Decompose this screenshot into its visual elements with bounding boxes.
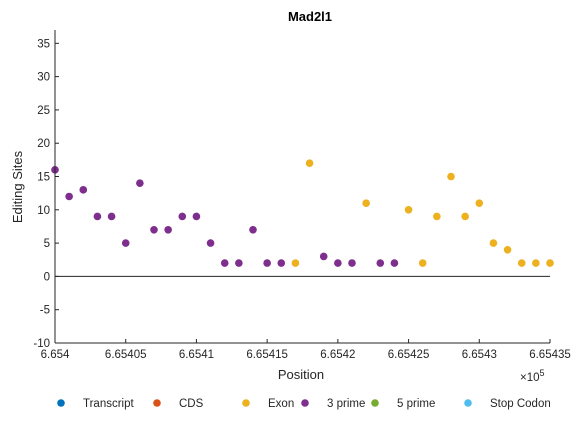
data-point-3-prime <box>121 239 130 247</box>
data-point-3-prime <box>178 212 187 221</box>
y-tick-label: 0 <box>44 271 50 283</box>
y-tick-label: 15 <box>37 172 50 184</box>
legend-marker-transcript <box>57 399 65 407</box>
legend-label-5-prime: 5 prime <box>397 398 435 410</box>
y-ticks: -10 -5 0 5 10 15 20 25 30 35 <box>33 38 59 350</box>
data-point-3-prime <box>263 259 271 267</box>
x-tick-label: 6.6541 <box>179 349 214 361</box>
x-tick-label: 6.654 <box>41 349 70 361</box>
axes <box>54 30 550 344</box>
data-point-exon <box>305 159 314 167</box>
data-point-exon <box>517 259 526 267</box>
y-tick-label: -10 <box>33 338 50 350</box>
data-point-exon <box>433 212 441 221</box>
legend-label-exon: Exon <box>268 398 294 410</box>
data-point-3-prime <box>348 259 356 267</box>
y-tick-label: 25 <box>37 105 50 117</box>
x-tick-label: 6.65425 <box>388 349 430 361</box>
x-tick-label: 6.65405 <box>105 349 147 361</box>
data-point-3-prime <box>319 252 328 261</box>
legend-label-cds: CDS <box>179 398 204 410</box>
legend-marker-cds <box>153 399 161 407</box>
data-point-3-prime <box>93 212 102 221</box>
data-point-exon <box>447 172 455 181</box>
data-point-3-prime <box>249 225 257 234</box>
legend-item-5-prime: 5 prime <box>371 398 435 410</box>
data-point-3-prime <box>334 259 342 267</box>
data-point-3-prime <box>136 179 144 187</box>
x-tick-label: 6.65415 <box>246 349 288 361</box>
data-point-3-prime <box>376 259 385 267</box>
y-axis-label: Editing Sites <box>10 150 25 223</box>
data-markers <box>51 159 554 267</box>
data-point-3-prime <box>220 259 229 267</box>
plot-area: 6.654 6.65405 6.6541 6.65415 6.6542 6.65425 6.… <box>33 30 571 361</box>
x-exponent-label: ×105 <box>520 368 545 384</box>
y-tick-label: 5 <box>44 238 50 250</box>
legend-item-cds: CDS <box>153 398 204 410</box>
y-tick-label: 20 <box>37 138 50 150</box>
data-point-3-prime <box>107 212 116 221</box>
data-point-exon <box>475 199 484 207</box>
legend-marker-5-prime <box>371 399 379 407</box>
legend-marker-exon <box>242 399 250 407</box>
legend-item-transcript: Transcript <box>57 398 134 410</box>
legend-label-3-prime: 3 prime <box>327 398 365 410</box>
y-tick-label: 35 <box>37 38 50 50</box>
data-point-exon <box>418 259 427 267</box>
data-point-exon <box>503 245 512 254</box>
legend-label-transcript: Transcript <box>83 398 134 410</box>
plot-background <box>55 30 550 343</box>
legend-item-3-prime: 3 prime <box>301 398 365 410</box>
data-point-3-prime <box>150 225 158 234</box>
data-point-exon <box>461 212 469 221</box>
legend: Transcript CDS Exon 3 prime 5 prime Stop Codo… <box>57 398 551 410</box>
y-tick-label: 10 <box>37 205 50 217</box>
y-tick-label: -5 <box>40 305 50 317</box>
data-point-3-prime <box>235 259 243 267</box>
data-point-3-prime <box>206 239 215 247</box>
legend-marker-3-prime <box>301 399 309 407</box>
data-point-exon <box>362 199 370 207</box>
data-point-3-prime <box>277 259 286 267</box>
legend-item-exon: Exon <box>242 398 294 410</box>
data-point-exon <box>489 239 498 247</box>
data-point-3-prime <box>192 212 201 221</box>
data-point-3-prime <box>79 186 88 194</box>
x-axis-label: Position <box>278 367 324 382</box>
legend-marker-stop-codon <box>464 399 472 407</box>
chart-title: Mad2l1 <box>288 9 332 24</box>
y-tick-label: 30 <box>37 72 50 84</box>
data-point-3-prime <box>164 225 172 234</box>
data-point-exon <box>532 259 540 267</box>
legend-item-stop-codon: Stop Codon <box>464 398 551 410</box>
x-ticks: 6.654 6.65405 6.6541 6.65415 6.6542 6.65425 6.… <box>41 339 571 361</box>
legend-label-stop-codon: Stop Codon <box>490 398 551 410</box>
x-tick-label: 6.65435 <box>529 349 571 361</box>
data-point-3-prime <box>390 259 399 267</box>
data-point-exon <box>546 259 554 267</box>
x-tick-label: 6.6542 <box>320 349 355 361</box>
data-point-exon <box>291 259 300 267</box>
x-tick-label: 6.6543 <box>462 349 497 361</box>
data-point-3-prime <box>65 192 73 201</box>
data-point-exon <box>404 206 413 214</box>
